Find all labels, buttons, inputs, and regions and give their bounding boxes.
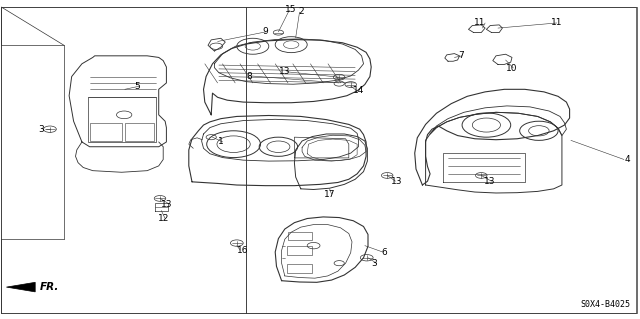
Text: 2: 2 (298, 7, 303, 16)
Polygon shape (6, 282, 35, 292)
Text: 13: 13 (161, 200, 172, 209)
Text: 3: 3 (372, 259, 377, 268)
Text: 11: 11 (474, 18, 486, 27)
Text: 15: 15 (285, 5, 297, 14)
Bar (287, 246, 312, 255)
Text: 6: 6 (381, 248, 387, 256)
Text: 16: 16 (237, 246, 249, 255)
Text: 7: 7 (458, 51, 463, 60)
Text: 12: 12 (157, 214, 169, 223)
Bar (88, 97, 156, 142)
Bar (287, 264, 312, 273)
Text: 3: 3 (39, 125, 44, 134)
Text: 13: 13 (279, 67, 291, 76)
Text: 17: 17 (324, 190, 335, 199)
Text: FR.: FR. (40, 282, 59, 292)
Text: 11: 11 (551, 18, 563, 27)
Bar (125, 123, 154, 141)
Text: S0X4-B4025: S0X4-B4025 (580, 300, 630, 309)
Text: 13: 13 (484, 177, 495, 186)
Bar (90, 123, 122, 141)
Text: 13: 13 (391, 177, 403, 186)
Text: 1: 1 (218, 137, 223, 146)
Text: 4: 4 (625, 155, 630, 164)
Text: 9: 9 (263, 27, 268, 36)
Bar (288, 232, 312, 240)
Text: 10: 10 (506, 64, 518, 73)
Bar (246, 7, 636, 313)
Text: 14: 14 (353, 86, 364, 95)
Text: 8: 8 (247, 72, 252, 81)
Text: 5: 5 (135, 82, 140, 91)
